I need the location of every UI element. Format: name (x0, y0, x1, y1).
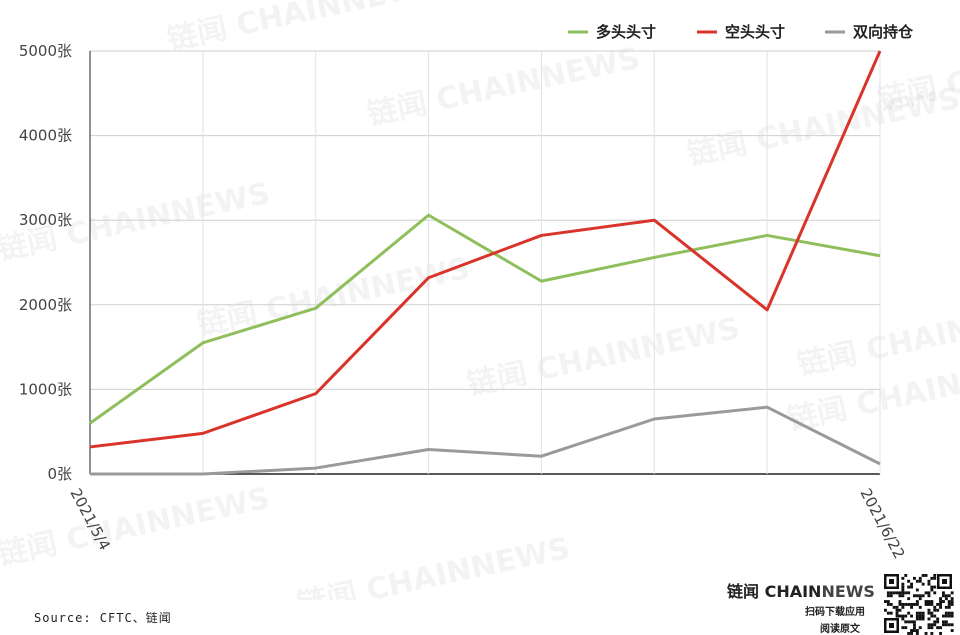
series-line (89, 50, 882, 449)
brand-sub-download: 扫码下载应用 (805, 607, 865, 618)
watermark-layer: 链闻 CHAINNEWS链闻 CHAINNEWS链闻 CHAINNEWS链闻 C… (0, 0, 960, 600)
legend-label: 多头头寸 (596, 23, 656, 41)
series-layer (89, 50, 882, 476)
brand-logo-text: 链闻 CHAINNEWS (727, 578, 875, 602)
x-tick-label: 2021/6/22 (856, 485, 908, 561)
watermark-text: 链闻 CHAINNEWS (294, 531, 573, 600)
legend: 多头头寸 空头头寸 双向持仓 (568, 23, 914, 41)
series-line (89, 213, 881, 425)
watermark-text: 链闻 CHAINNEWS (194, 251, 473, 343)
brand-sub-read: 阅读原文 (820, 624, 860, 635)
y-tick-label: 3000张 (19, 211, 72, 229)
source-note: Source: CFTC、链闻 (34, 611, 172, 625)
watermark-text: 链闻 CHAINNEWS (0, 481, 273, 573)
legend-label: 双向持仓 (853, 23, 914, 41)
qr-code-icon[interactable] (882, 572, 954, 635)
legend-label: 空头头寸 (725, 23, 785, 41)
y-tick-label: 1000张 (19, 380, 72, 398)
y-tick-label: 4000张 (19, 127, 72, 145)
watermark-text: 链闻 CHAINNEWS (164, 0, 443, 58)
series-line (90, 405, 881, 476)
y-axis-ticks: 0张 1000张 2000张 3000张 4000张 5000张 (19, 42, 72, 483)
line-chart: 链闻 CHAINNEWS链闻 CHAINNEWS链闻 CHAINNEWS链闻 C… (0, 0, 960, 600)
grid-lines (89, 50, 881, 475)
watermark-text: 链闻 CHAINNEWS (364, 41, 643, 133)
brand-main: 链闻 CHAIN (727, 582, 822, 601)
y-tick-label: 5000张 (19, 42, 72, 60)
brand-news: NEWS (821, 582, 875, 601)
y-tick-label: 2000张 (19, 296, 72, 314)
y-tick-label: 0张 (47, 465, 72, 483)
